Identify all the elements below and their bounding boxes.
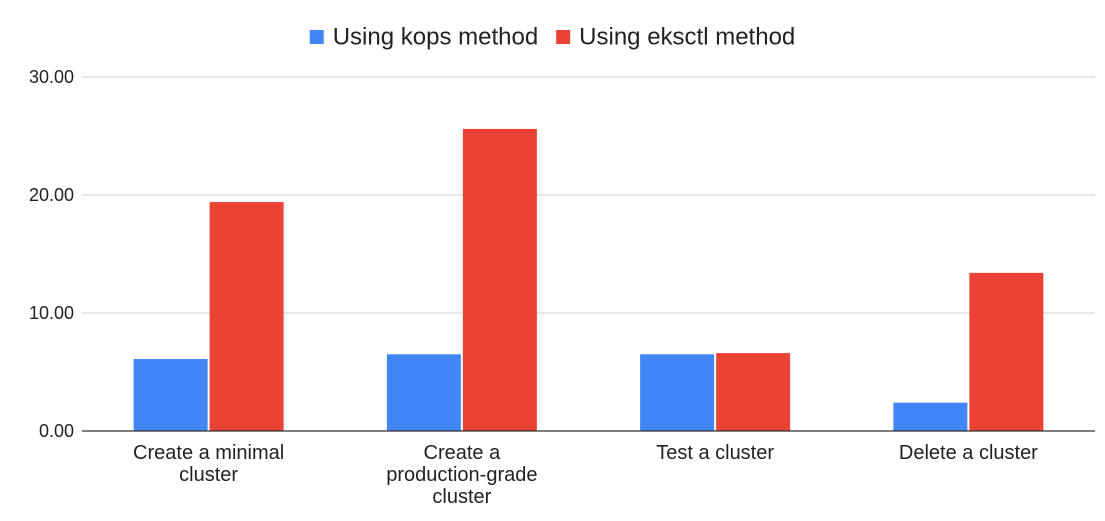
y-tick-label: 30.00 [29, 67, 74, 87]
legend-item-0: Using kops method [309, 24, 538, 51]
x-category-label-line: Create a minimal [133, 442, 284, 464]
bar-2-0 [640, 354, 715, 431]
bar-1-1 [462, 128, 537, 432]
x-category-label: Create a minimal cluster [133, 442, 284, 486]
bar-0-1 [209, 202, 284, 431]
legend-swatch [309, 30, 324, 44]
y-axis: 0.00 10.00 20.00 30.00 [29, 67, 74, 441]
y-tick-label: 10.00 [29, 303, 74, 323]
x-category-label-line: cluster [179, 464, 238, 486]
y-tick-label: 20.00 [29, 185, 74, 205]
legend-swatch [556, 30, 571, 44]
bar-0-0 [133, 359, 208, 431]
y-tick-label: 0.00 [39, 421, 74, 441]
legend-item-1: Using eksctl method [556, 24, 795, 51]
chart-bars [133, 128, 1044, 432]
chart-legend: Using kops method Using eksctl method [309, 24, 795, 51]
x-category-label: Delete a cluster [899, 442, 1038, 464]
bar-2-1 [716, 353, 791, 431]
legend-label: Using eksctl method [579, 24, 795, 51]
x-category-label: Test a cluster [656, 442, 774, 464]
bar-3-0 [893, 402, 968, 431]
x-category-label-line: Create a [424, 442, 502, 464]
x-category-label-line: Test a cluster [656, 442, 774, 464]
bar-1-0 [386, 354, 461, 431]
x-category-label-line: production-grade [386, 464, 537, 486]
x-category-label-line: cluster [432, 486, 491, 508]
x-category-label: Create a production-grade cluster [386, 442, 537, 508]
legend-label: Using kops method [333, 24, 538, 51]
x-category-label-line: Delete a cluster [899, 442, 1038, 464]
bar-3-1 [969, 272, 1044, 431]
